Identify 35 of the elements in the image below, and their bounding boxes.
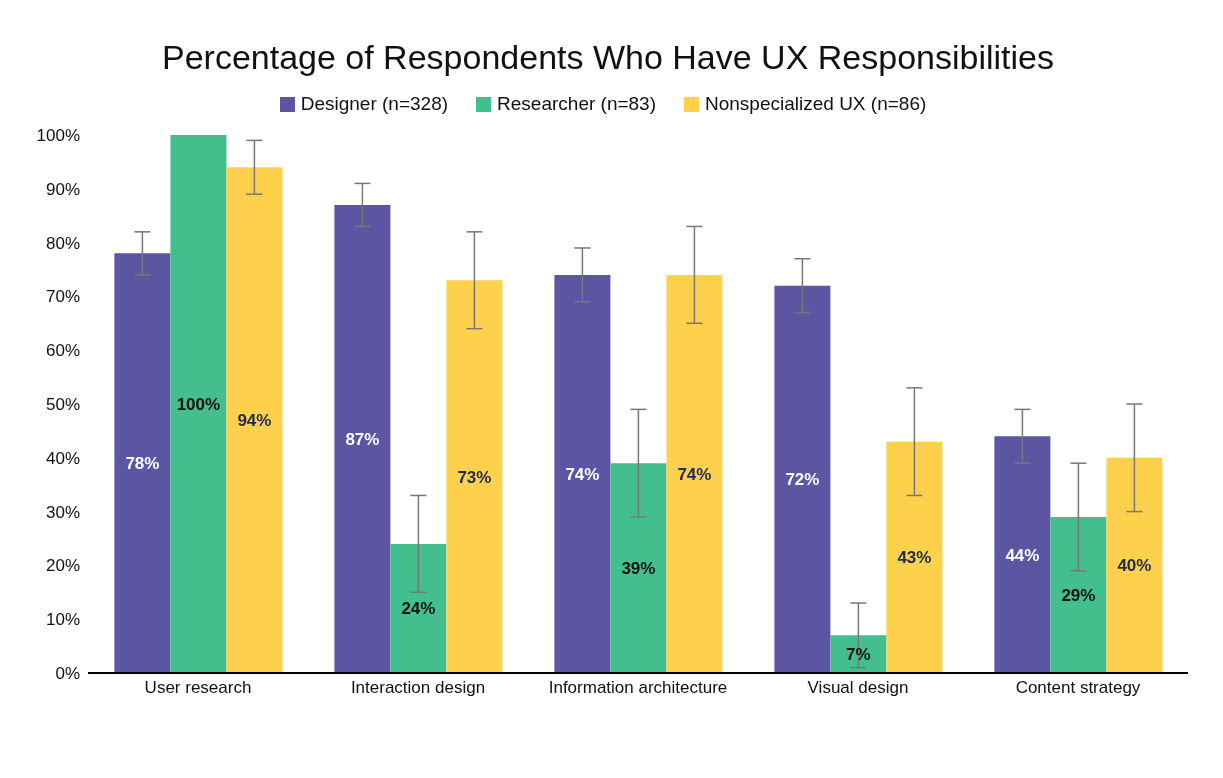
- x-tick-label: User research: [144, 678, 252, 698]
- data-label: 73%: [457, 467, 492, 487]
- y-tick-label: 80%: [45, 233, 80, 253]
- chart-title: Percentage of Respondents Who Have UX Responsibilities: [160, 37, 1055, 78]
- data-label: 43%: [897, 548, 932, 568]
- data-label: 29%: [1061, 586, 1096, 606]
- data-label: 39%: [621, 559, 656, 579]
- data-label: 24%: [401, 599, 436, 619]
- legend-label: Designer (n=328): [299, 93, 449, 115]
- data-label: 94%: [237, 411, 272, 431]
- x-tick-label: Visual design: [807, 678, 909, 698]
- y-tick-label: 0%: [55, 664, 80, 684]
- x-tick-label: Interaction design: [350, 678, 486, 698]
- data-label: 78%: [125, 454, 160, 474]
- x-tick-label: Content strategy: [1015, 678, 1141, 698]
- y-tick-label: 40%: [45, 448, 80, 468]
- data-label: 40%: [1117, 556, 1152, 576]
- y-tick-label: 60%: [45, 341, 80, 361]
- legend-label: Nonspecialized UX (n=86): [704, 93, 927, 115]
- data-label: 72%: [785, 470, 820, 490]
- y-tick-label: 50%: [45, 395, 80, 415]
- y-tick-label: 100%: [36, 126, 80, 146]
- data-label: 87%: [345, 430, 380, 450]
- y-tick-label: 90%: [45, 179, 80, 199]
- y-tick-label: 20%: [45, 556, 80, 576]
- y-tick-label: 10%: [45, 610, 80, 630]
- y-tick-label: 70%: [45, 287, 80, 307]
- legend-label: Researcher (n=83): [496, 93, 657, 115]
- data-label: 74%: [677, 464, 712, 484]
- data-label: 100%: [176, 395, 221, 415]
- data-label: 74%: [565, 464, 600, 484]
- data-label: 7%: [846, 645, 871, 665]
- x-tick-label: Information architecture: [548, 678, 728, 698]
- data-label: 44%: [1005, 545, 1040, 565]
- y-tick-label: 30%: [45, 502, 80, 522]
